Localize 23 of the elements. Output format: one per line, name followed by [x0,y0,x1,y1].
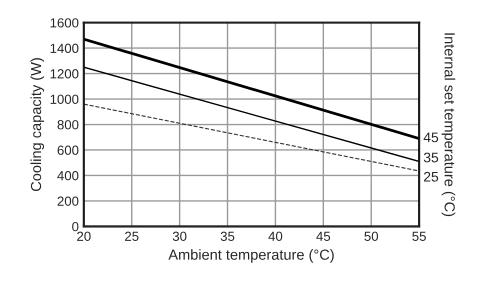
x-tick-label: 25 [125,232,139,241]
x-tick-label: 30 [172,232,186,241]
y-tick-label: 1000 [50,94,78,104]
x-tick-label: 45 [316,232,330,241]
x-tick-label: 35 [220,232,234,241]
x-tick-label: 55 [412,232,426,241]
x-axis-title: Ambient temperature (°C) [168,249,334,263]
series-label: 25 [424,172,438,182]
y-axis-title: Cooling capacity (W) [30,58,44,192]
x-tick-label: 40 [268,232,282,241]
y-tick-label: 400 [57,171,78,180]
y-tick-label: 800 [58,120,78,130]
y-tick-label: 600 [58,146,78,155]
series-label: 45 [424,132,438,142]
y-tick-label: 1200 [50,69,78,78]
y-tick-label: 1400 [50,44,78,54]
y2-axis-title: Internal set temperature (°C) [442,33,456,216]
x-tick-label: 50 [364,232,378,241]
y-tick-label: 200 [58,196,78,206]
y-tick-label: 1600 [50,18,78,28]
x-tick-label: 20 [77,232,91,241]
series-label: 35 [424,152,438,162]
y-tick-label: 0 [72,222,78,232]
